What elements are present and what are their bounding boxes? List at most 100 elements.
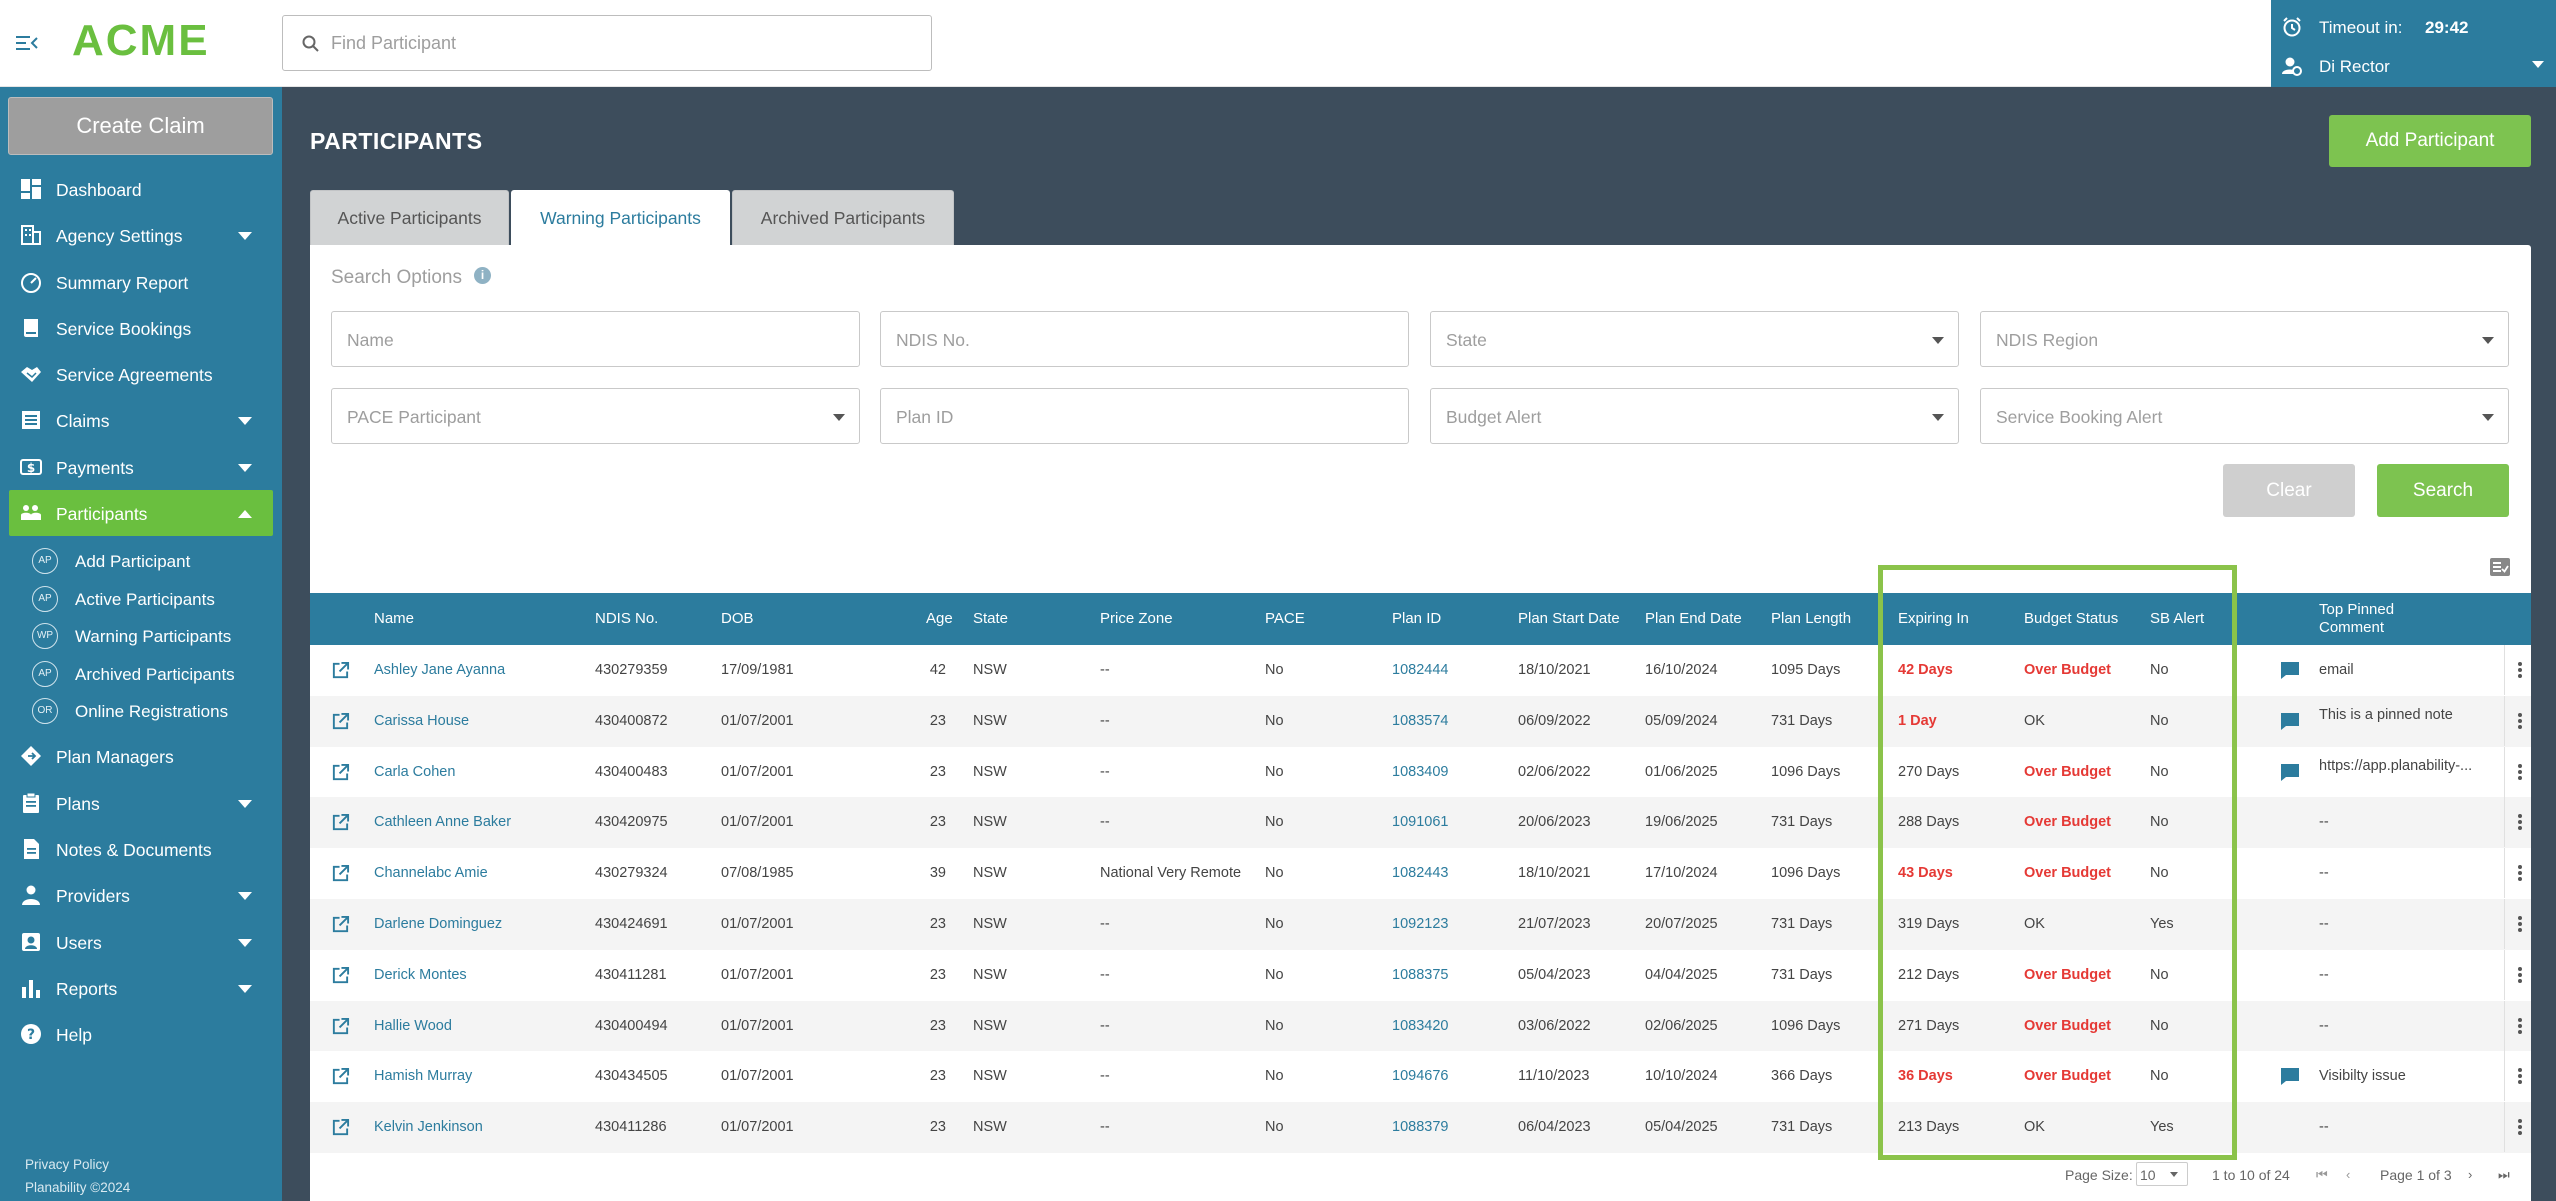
state-select[interactable]: State	[1430, 311, 1959, 367]
app-logo[interactable]: ACME	[72, 16, 210, 65]
sidebar-item-plans[interactable]: Plans	[0, 780, 282, 826]
table-row[interactable]: Kelvin Jenkinson 430411286 01/07/2001 23 NSW…	[310, 1102, 2531, 1153]
name-field[interactable]: Name	[331, 311, 860, 367]
open-external-icon[interactable]	[331, 1017, 350, 1036]
sidebar-item-plan-managers[interactable]: Plan Managers	[0, 733, 282, 779]
sidebar-subitem-active-participants[interactable]: AP Active Participants	[0, 580, 282, 617]
column-settings-icon[interactable]	[2489, 557, 2511, 577]
cell-plan-id[interactable]: 1091061	[1392, 814, 1449, 831]
cell-name[interactable]: Cathleen Anne Baker	[374, 814, 512, 831]
table-row[interactable]: Derick Montes 430411281 01/07/2001 23 NSW -- N…	[310, 949, 2534, 1001]
cell-name[interactable]: Kelvin Jenkinson	[374, 1119, 483, 1136]
col-plan-id[interactable]: Plan ID	[1392, 610, 1442, 627]
sidebar-item-reports[interactable]: Reports	[0, 965, 282, 1011]
col-name[interactable]: Name	[374, 610, 415, 627]
sidebar-item-help[interactable]: ? Help	[0, 1011, 282, 1057]
cell-plan-id[interactable]: 1083574	[1392, 712, 1449, 729]
open-external-icon[interactable]	[331, 1067, 350, 1086]
cell-plan-id[interactable]: 1082443	[1392, 865, 1449, 882]
sidebar-item-service-bookings[interactable]: Service Bookings	[0, 305, 282, 351]
open-external-icon[interactable]	[331, 915, 350, 934]
search-button[interactable]: Search	[2377, 464, 2509, 517]
row-actions-kebab-icon[interactable]	[2504, 949, 2534, 1000]
menu-collapse-icon[interactable]	[14, 30, 40, 56]
plan-id-field[interactable]: Plan ID	[880, 388, 1409, 444]
row-actions-kebab-icon[interactable]	[2504, 695, 2534, 746]
cell-name[interactable]: Carla Cohen	[374, 763, 456, 780]
cell-plan-id[interactable]: 1083409	[1392, 763, 1449, 780]
ndis-region-select[interactable]: NDIS Region	[1980, 311, 2509, 367]
table-row[interactable]: Channelabc Amie 430279324 07/08/1985 39 NSW N…	[310, 848, 2531, 899]
cell-plan-id[interactable]: 1088375	[1392, 966, 1449, 983]
row-actions-kebab-icon[interactable]	[2504, 746, 2534, 797]
tab-archived-participants[interactable]: Archived Participants	[732, 190, 954, 246]
cell-plan-id[interactable]: 1092123	[1392, 915, 1449, 932]
col-budget-status[interactable]: Budget Status	[2024, 610, 2119, 627]
sidebar-item-notes-documents[interactable]: Notes & Documents	[0, 826, 282, 872]
clear-button[interactable]: Clear	[2223, 464, 2355, 517]
open-external-icon[interactable]	[331, 712, 350, 731]
cell-plan-id[interactable]: 1083420	[1392, 1017, 1449, 1034]
col-price-zone[interactable]: Price Zone	[1100, 610, 1173, 627]
col-sb-alert[interactable]: SB Alert	[2150, 610, 2205, 627]
row-actions-kebab-icon[interactable]	[2504, 848, 2534, 899]
cell-name[interactable]: Hamish Murray	[374, 1068, 473, 1085]
col-state[interactable]: State	[973, 610, 1009, 627]
table-row[interactable]: Cathleen Anne Baker 430420975 01/07/2001 23…	[310, 797, 2534, 849]
sidebar-item-service-agreements[interactable]: Service Agreements	[0, 351, 282, 397]
sidebar-item-dashboard[interactable]: Dashboard	[0, 166, 282, 212]
participant-search[interactable]	[282, 15, 932, 71]
table-row[interactable]: Hamish Murray 430434505 01/07/2001 23 NSW -- N…	[310, 1051, 2531, 1102]
service-booking-alert-select[interactable]: Service Booking Alert	[1980, 388, 2509, 444]
col-plan-length[interactable]: Plan Length	[1771, 610, 1852, 627]
page-size-select[interactable]: 10	[2136, 1162, 2188, 1186]
last-page-button[interactable]: ⏭	[2498, 1167, 2510, 1182]
sidebar-subitem-online-registrations[interactable]: OR Online Registrations	[0, 692, 282, 729]
create-claim-button[interactable]: Create Claim	[8, 97, 273, 155]
comment-icon[interactable]	[2280, 661, 2300, 680]
col-pace[interactable]: PACE	[1265, 610, 1305, 627]
sidebar-subitem-archived-participants[interactable]: AP Archived Participants	[0, 655, 282, 692]
open-external-icon[interactable]	[331, 661, 350, 680]
row-actions-kebab-icon[interactable]	[2504, 797, 2534, 848]
sidebar-item-providers[interactable]: Providers	[0, 872, 282, 918]
cell-name[interactable]: Channelabc Amie	[374, 865, 488, 882]
row-actions-kebab-icon[interactable]	[2504, 1000, 2534, 1051]
col-top-pinned-comment[interactable]: Top Pinned Comment	[2319, 601, 2394, 637]
table-row[interactable]: Carissa House 430400872 01/07/2001 23 NSW -- N…	[310, 695, 2534, 747]
privacy-policy-link[interactable]: Privacy Policy	[25, 1157, 110, 1172]
open-external-icon[interactable]	[331, 763, 350, 782]
sidebar-item-summary-report[interactable]: Summary Report	[0, 259, 282, 305]
comment-icon[interactable]	[2280, 712, 2300, 731]
open-external-icon[interactable]	[331, 966, 350, 985]
ndis-no-field[interactable]: NDIS No.	[880, 311, 1409, 367]
col-dob[interactable]: DOB	[721, 610, 754, 627]
row-actions-kebab-icon[interactable]	[2504, 898, 2534, 949]
sidebar-item-payments[interactable]: $ Payments	[0, 444, 282, 490]
comment-icon[interactable]	[2280, 763, 2300, 782]
table-row[interactable]: Darlene Dominguez 430424691 01/07/2001 23 NS…	[310, 898, 2534, 950]
tab-active-participants[interactable]: Active Participants	[310, 190, 509, 246]
col-ndis[interactable]: NDIS No.	[595, 610, 659, 627]
cell-plan-id[interactable]: 1082444	[1392, 662, 1449, 678]
comment-icon[interactable]	[2280, 1067, 2300, 1086]
prev-page-button[interactable]: ‹	[2346, 1167, 2351, 1182]
sidebar-item-participants[interactable]: Participants	[9, 490, 273, 537]
col-expiring[interactable]: Expiring In	[1898, 610, 1969, 627]
next-page-button[interactable]: ›	[2468, 1167, 2473, 1182]
row-actions-kebab-icon[interactable]	[2504, 645, 2534, 695]
col-age[interactable]: Age	[926, 610, 953, 627]
row-actions-kebab-icon[interactable]	[2504, 1102, 2534, 1153]
open-external-icon[interactable]	[331, 864, 350, 883]
cell-plan-id[interactable]: 1094676	[1392, 1068, 1449, 1085]
pace-participant-select[interactable]: PACE Participant	[331, 388, 860, 444]
cell-name[interactable]: Hallie Wood	[374, 1017, 452, 1034]
cell-name[interactable]: Carissa House	[374, 712, 470, 729]
sidebar-subitem-warning-participants[interactable]: WP Warning Participants	[0, 617, 282, 654]
table-row[interactable]: Ashley Jane Ayanna 430279359 17/09/1981 42 N…	[310, 645, 2531, 696]
first-page-button[interactable]: ⏮	[2316, 1167, 2328, 1182]
col-plan-start[interactable]: Plan Start Date	[1518, 610, 1620, 627]
open-external-icon[interactable]	[331, 1118, 350, 1137]
budget-alert-select[interactable]: Budget Alert	[1430, 388, 1959, 444]
row-actions-kebab-icon[interactable]	[2504, 1051, 2534, 1102]
